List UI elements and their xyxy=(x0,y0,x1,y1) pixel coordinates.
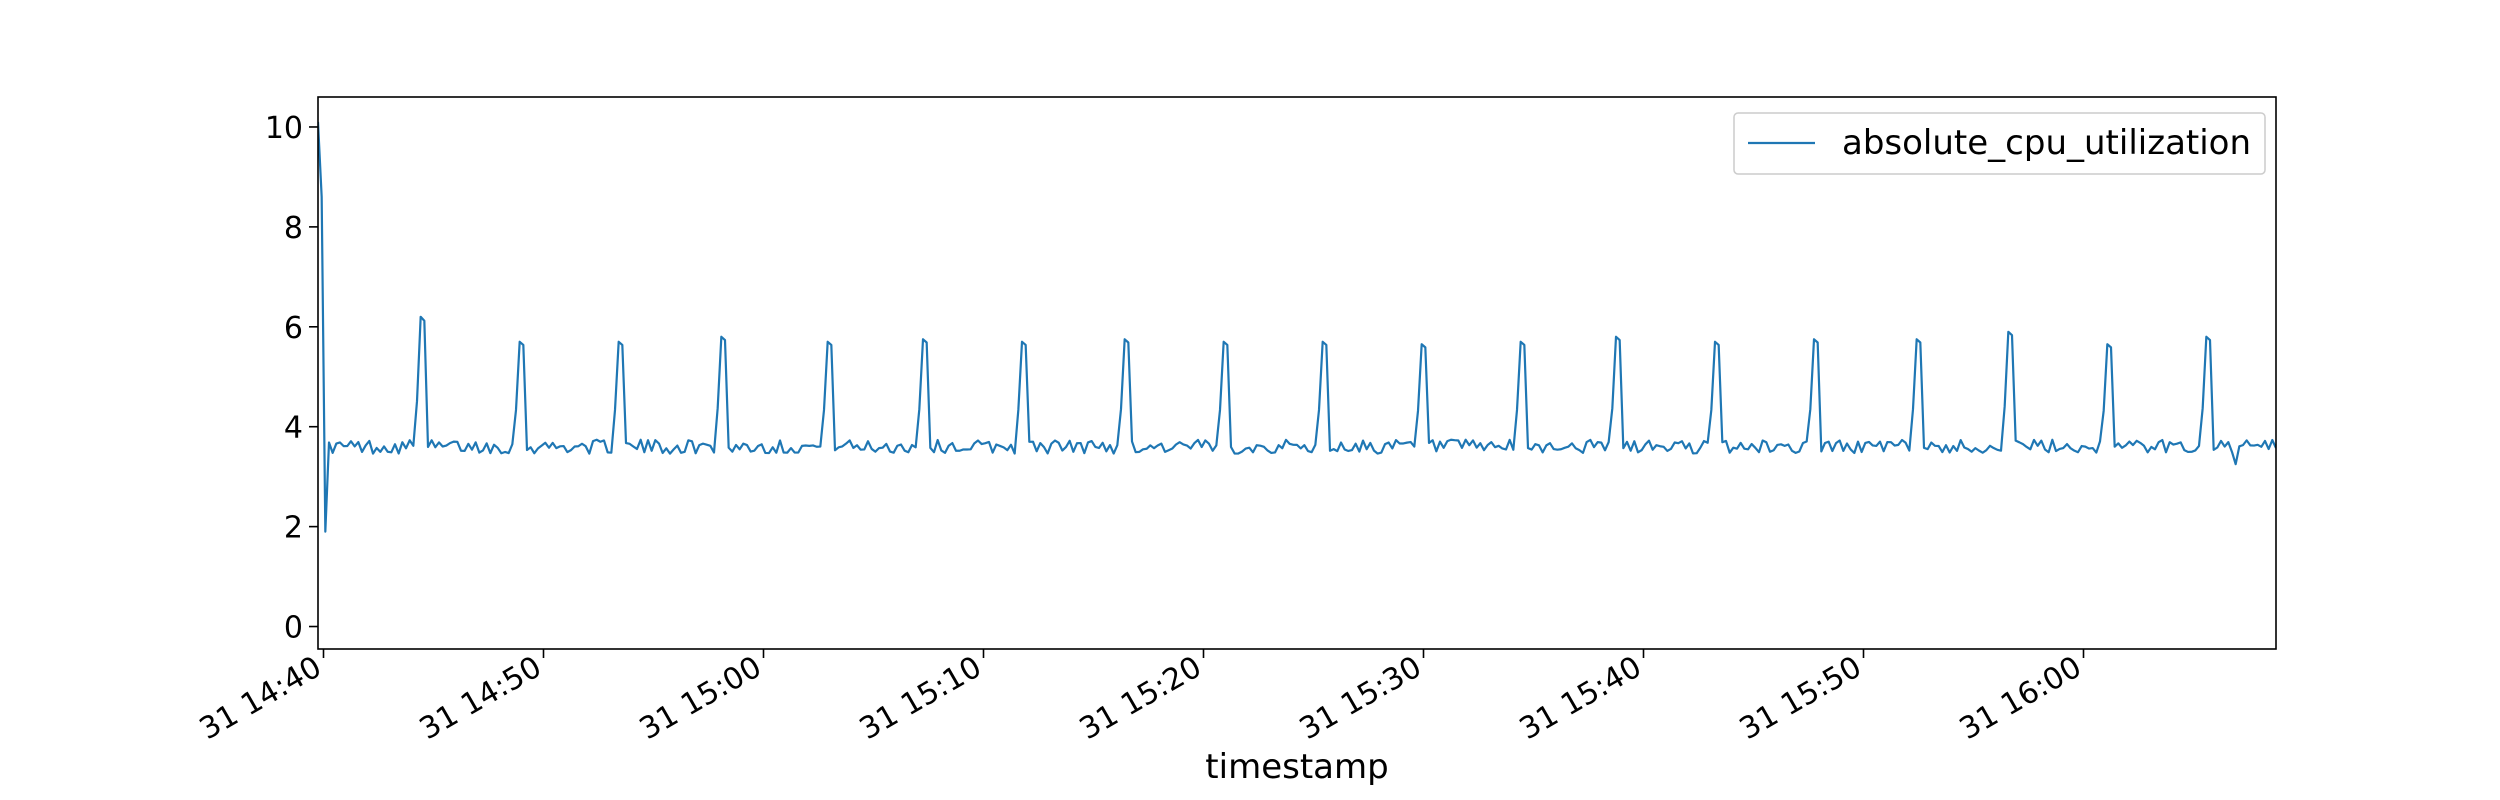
legend-label: absolute_cpu_utilization xyxy=(1842,123,2251,163)
series-line xyxy=(318,121,2276,533)
x-axis-label: timestamp xyxy=(1205,747,1388,787)
y-tick-label: 4 xyxy=(284,411,303,446)
y-axis: 0 2 4 6 8 10 xyxy=(265,111,318,646)
y-tick-label: 0 xyxy=(284,611,303,646)
plot-frame xyxy=(317,96,2277,650)
y-tick-label: 10 xyxy=(265,111,303,146)
y-tick-label: 8 xyxy=(284,211,303,246)
plot-area xyxy=(317,96,2277,650)
legend: absolute_cpu_utilization xyxy=(1733,112,2266,175)
y-tick-label: 6 xyxy=(284,311,303,346)
y-tick-label: 2 xyxy=(284,511,303,546)
legend-box xyxy=(1733,112,2266,175)
